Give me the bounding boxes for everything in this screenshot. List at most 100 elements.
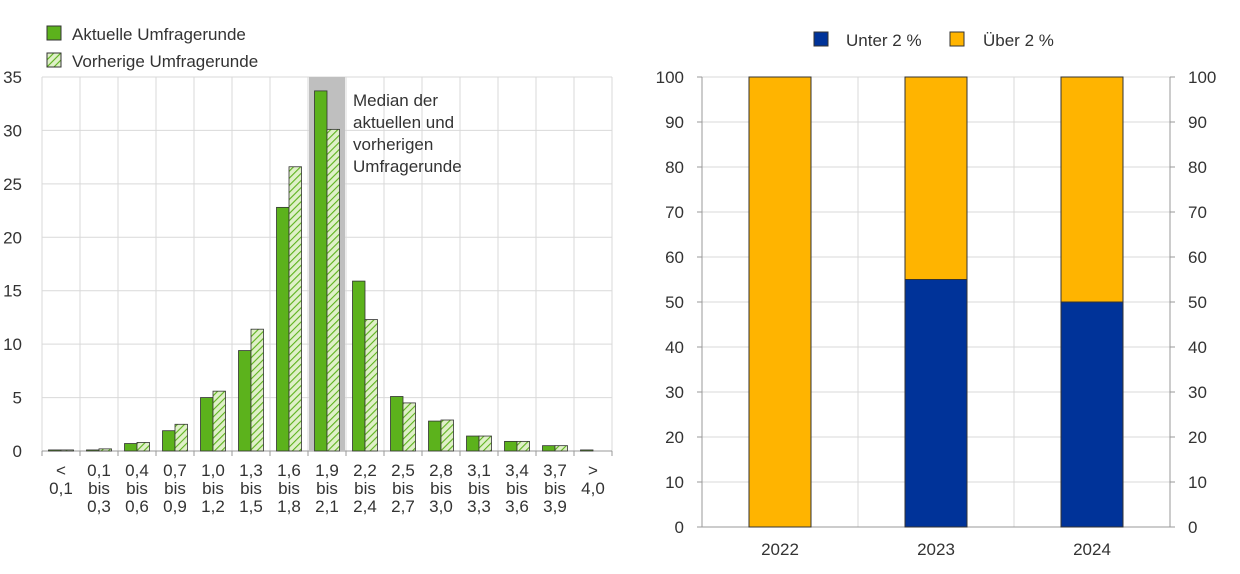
x-tick-label: 0,4 bis 0,6 bbox=[125, 461, 149, 516]
x-tick-label: 1,0 bis 1,2 bbox=[201, 461, 225, 516]
y-tick-label: 0 bbox=[13, 442, 22, 461]
annotation-line: Umfragerunde bbox=[353, 157, 462, 176]
x-tick-label: 0,1 bis 0,3 bbox=[87, 461, 111, 516]
histogram-gridlines bbox=[41, 76, 613, 456]
bar-current bbox=[428, 420, 442, 452]
stacked-x-tick-labels: 2022 2023 2024 bbox=[761, 540, 1111, 559]
y-tick-label: 0 bbox=[1188, 518, 1197, 537]
bar-previous bbox=[478, 435, 492, 452]
bar-previous bbox=[402, 402, 416, 452]
bar-current bbox=[352, 280, 366, 452]
bar-current bbox=[466, 435, 480, 452]
x-tick-label: <0,1 bbox=[49, 461, 73, 498]
bar-current bbox=[542, 445, 556, 452]
y-tick-label: 50 bbox=[1188, 293, 1207, 312]
y-tick-label: 100 bbox=[1188, 68, 1216, 87]
x-tick-label: 2023 bbox=[917, 540, 955, 559]
histogram-x-tick-labels: <0,1 0,1 bis 0,3 0,4 bis 0,6 0,7 bis 0,9 1,0 bis 1,2… bbox=[49, 461, 605, 516]
y-tick-label: 0 bbox=[675, 518, 684, 537]
legend-swatch-above-2 bbox=[949, 31, 965, 47]
stacked-legend: Unter 2 % Über 2 % bbox=[813, 31, 1054, 50]
bar-previous bbox=[60, 449, 74, 452]
bar-previous bbox=[364, 319, 378, 452]
histogram-legend: Aktuelle Umfragerunde Vorherige Umfrager… bbox=[46, 25, 258, 71]
y-tick-label: 20 bbox=[1188, 428, 1207, 447]
x-tick-label: 3,7 bis 3,9 bbox=[543, 461, 567, 516]
y-tick-label: 80 bbox=[1188, 158, 1207, 177]
y-tick-label: 60 bbox=[665, 248, 684, 267]
y-tick-label: 90 bbox=[1188, 113, 1207, 132]
bar-previous bbox=[440, 419, 454, 452]
bar-above-2 bbox=[1060, 76, 1124, 303]
bar-current bbox=[200, 397, 214, 452]
x-tick-label: 2,2 bis 2,4 bbox=[353, 461, 377, 516]
x-tick-label: 2022 bbox=[761, 540, 799, 559]
bar-current bbox=[504, 440, 518, 452]
bar-previous bbox=[516, 440, 530, 452]
bar-previous bbox=[554, 445, 568, 452]
bar-above-2 bbox=[748, 76, 812, 528]
stacked-bar-chart: 0 10 20 30 40 50 60 70 80 90 100 0 10 20 30 40 50 60 70 80… bbox=[656, 31, 1217, 559]
x-tick-label: 2024 bbox=[1073, 540, 1111, 559]
legend-swatch-previous bbox=[46, 52, 62, 68]
bar-current bbox=[580, 449, 594, 452]
y-tick-label: 50 bbox=[665, 293, 684, 312]
y-tick-label: 90 bbox=[665, 113, 684, 132]
legend-label-current: Aktuelle Umfragerunde bbox=[72, 25, 246, 44]
bar-previous bbox=[212, 390, 226, 452]
y-tick-label: 15 bbox=[3, 282, 22, 301]
y-tick-label: 30 bbox=[3, 121, 22, 140]
y-tick-label: 70 bbox=[665, 203, 684, 222]
stacked-y-tick-labels-left: 0 10 20 30 40 50 60 70 80 90 100 bbox=[656, 68, 684, 537]
x-tick-label: 1,9 bis 2,1 bbox=[315, 461, 339, 516]
y-tick-label: 70 bbox=[1188, 203, 1207, 222]
x-tick-label: 3,1 bis 3,3 bbox=[467, 461, 491, 516]
y-tick-label: 10 bbox=[1188, 473, 1207, 492]
legend-swatch-below-2 bbox=[813, 31, 829, 47]
histogram-y-tick-labels: 0 5 10 15 20 25 30 35 bbox=[3, 68, 22, 461]
bar-current bbox=[238, 350, 252, 452]
x-tick-label: 0,7 bis 0,9 bbox=[163, 461, 187, 516]
stacked-bars bbox=[748, 76, 1124, 528]
bar-previous bbox=[98, 448, 112, 452]
y-tick-label: 30 bbox=[1188, 383, 1207, 402]
y-tick-label: 10 bbox=[3, 335, 22, 354]
x-tick-label: 2,5 bis 2,7 bbox=[391, 461, 415, 516]
bar-below-2 bbox=[1060, 301, 1124, 528]
annotation-line: Median der bbox=[353, 91, 438, 110]
y-tick-label: 5 bbox=[13, 389, 22, 408]
y-tick-label: 20 bbox=[3, 228, 22, 247]
legend-label-above-2: Über 2 % bbox=[983, 31, 1054, 50]
x-tick-label: 3,4 bis 3,6 bbox=[505, 461, 529, 516]
bar-current bbox=[48, 449, 62, 452]
bar-above-2 bbox=[904, 76, 968, 280]
bar-current bbox=[124, 443, 138, 452]
bar-current bbox=[276, 206, 290, 452]
bar-previous bbox=[174, 423, 188, 452]
legend-swatch-current bbox=[46, 25, 62, 41]
y-tick-label: 40 bbox=[1188, 338, 1207, 357]
y-tick-label: 35 bbox=[3, 68, 22, 87]
legend-label-below-2: Unter 2 % bbox=[846, 31, 922, 50]
stacked-y-tick-labels-right: 0 10 20 30 40 50 60 70 80 90 100 bbox=[1188, 68, 1216, 537]
bar-previous bbox=[326, 128, 340, 452]
x-tick-label: 2,8 bis 3,0 bbox=[429, 461, 453, 516]
histogram-bars bbox=[48, 90, 594, 452]
annotation-line: aktuellen und bbox=[353, 113, 454, 132]
y-tick-label: 60 bbox=[1188, 248, 1207, 267]
median-annotation: Median der aktuellen und vorherigen Umfrage… bbox=[353, 91, 462, 176]
bar-previous bbox=[288, 166, 302, 452]
bar-current bbox=[162, 430, 176, 452]
bar-current bbox=[390, 396, 404, 452]
y-tick-label: 100 bbox=[656, 68, 684, 87]
bar-previous bbox=[250, 328, 264, 452]
bar-current bbox=[86, 449, 100, 452]
x-tick-label: >4,0 bbox=[581, 461, 605, 498]
bar-below-2 bbox=[904, 279, 968, 528]
y-tick-label: 10 bbox=[665, 473, 684, 492]
histogram-chart: 0 5 10 15 20 25 30 35 <0,1 0,1 bis 0,3 0,4 bis 0,6 0,7… bbox=[3, 25, 613, 516]
y-tick-label: 80 bbox=[665, 158, 684, 177]
bar-current bbox=[314, 90, 328, 452]
bar-previous bbox=[136, 442, 150, 452]
